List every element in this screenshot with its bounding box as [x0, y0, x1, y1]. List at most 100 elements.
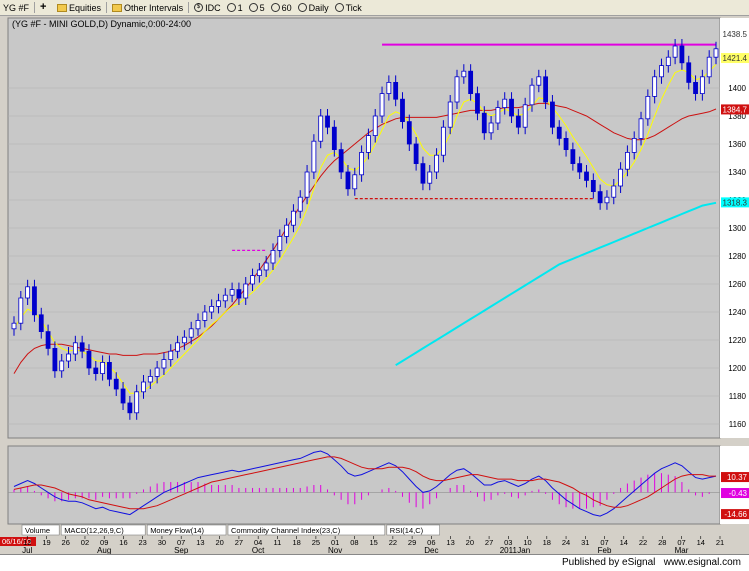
- bar-body: [93, 367, 99, 374]
- bar-body: [359, 151, 364, 176]
- interval-tick-button[interactable]: Tick: [332, 0, 365, 15]
- month-label: Nov: [328, 546, 342, 554]
- toolbar-divider: [106, 2, 108, 13]
- intervals-menu[interactable]: Other Intervals: [109, 0, 186, 15]
- price-chart[interactable]: (YG #F - MINI GOLD,D) Dynamic,0:00-24:00…: [0, 16, 749, 555]
- bar-body: [147, 375, 153, 383]
- indicator-tab-label: MACD(12,26,9,C): [64, 526, 124, 535]
- bar-body: [679, 45, 685, 64]
- month-label: Jul: [22, 546, 32, 554]
- symbol-box[interactable]: YG #F: [0, 0, 32, 15]
- source-button[interactable]: $ IDC: [191, 0, 224, 15]
- bar-body: [291, 210, 296, 226]
- bar-body: [665, 56, 671, 67]
- publisher-credit: Published by eSignal www.esignal.com: [562, 557, 741, 568]
- bar-body: [672, 45, 678, 58]
- interval-daily-button[interactable]: Daily: [295, 0, 332, 15]
- macd-axis-markers: 10.37 -0.43 -14.66: [721, 472, 749, 520]
- indicator-tab-label: Commodity Channel Index(23,C): [231, 526, 341, 535]
- chart-area[interactable]: (YG #F - MINI GOLD,D) Dynamic,0:00-24:00…: [0, 16, 749, 555]
- date-tick-label: 25: [312, 538, 320, 547]
- price-tick-label: 1200: [728, 364, 746, 373]
- toolbar-divider: [34, 2, 36, 13]
- date-tick-label: 29: [408, 538, 416, 547]
- month-label: Aug: [97, 546, 111, 554]
- bar-body: [509, 98, 514, 117]
- bar-body: [400, 98, 405, 122]
- price-tick-label: 1300: [728, 224, 746, 233]
- bar-body: [175, 342, 180, 352]
- interval-1-label: 1: [237, 2, 243, 13]
- bar-body: [699, 76, 705, 94]
- price-tick-label: 1340: [728, 168, 746, 177]
- bar-body: [638, 118, 644, 139]
- date-tick-label: 15: [369, 538, 377, 547]
- interval-60-button[interactable]: 60: [268, 0, 295, 15]
- date-tick-label: 27: [485, 538, 493, 547]
- clock-icon: [226, 3, 236, 12]
- date-tick-label: 01: [331, 538, 339, 547]
- bar-body: [563, 138, 569, 151]
- bar-body: [420, 163, 426, 184]
- bar-body: [570, 149, 576, 165]
- bar-body: [11, 322, 17, 330]
- toolbar: YG #F + Equities Other Intervals $ IDC 1…: [0, 0, 749, 16]
- bar-body: [366, 135, 371, 153]
- date-tick-label: 02: [81, 538, 89, 547]
- chart-title: (YG #F - MINI GOLD,D) Dynamic,0:00-24:00: [12, 19, 191, 29]
- bar-body: [624, 151, 630, 170]
- price-tick-label: 1220: [728, 336, 746, 345]
- macd-indicator: [8, 450, 720, 517]
- month-label: Mar: [675, 546, 689, 554]
- ma-long-path: [13, 102, 717, 374]
- price-marker-label: 1438.5: [723, 30, 748, 39]
- clock-icon: [270, 3, 280, 12]
- interval-5-button[interactable]: 5: [246, 0, 268, 15]
- bar-body: [100, 361, 106, 374]
- bar-body: [345, 171, 351, 190]
- date-tick-label: 16: [119, 538, 127, 547]
- month-label: 2011: [500, 546, 518, 554]
- price-tick-label: 1280: [728, 252, 746, 261]
- equities-menu[interactable]: Equities: [54, 0, 104, 15]
- date-tick-label: 10: [523, 538, 531, 547]
- date-tick-label: 04: [254, 538, 262, 547]
- bar-body: [38, 314, 44, 332]
- bar-body: [434, 154, 439, 173]
- date-tick-label: 18: [292, 538, 300, 547]
- bar-body: [659, 65, 664, 78]
- folder-icon: [57, 3, 68, 12]
- bar-body: [66, 353, 71, 362]
- bar-body: [113, 378, 119, 390]
- price-marker-box: [721, 104, 749, 115]
- source-label: IDC: [205, 2, 221, 13]
- bar-body: [270, 249, 276, 264]
- clock-icon: [297, 3, 307, 12]
- bar-body: [543, 76, 549, 103]
- cursor-tool-button[interactable]: +: [37, 0, 54, 15]
- ema-short-line: [13, 63, 717, 394]
- price-axis-background: [720, 18, 749, 438]
- bar-body: [618, 168, 623, 187]
- bar-body: [209, 305, 215, 313]
- symbol-text: YG #F: [3, 2, 30, 13]
- price-marker-box: [721, 29, 749, 40]
- bar-body: [693, 82, 698, 95]
- bar-body: [495, 107, 501, 124]
- bar-body: [652, 76, 658, 97]
- bar-body: [134, 391, 140, 414]
- bar-body: [386, 82, 392, 95]
- clock-icon: [334, 3, 344, 12]
- date-tick-label: 23: [139, 538, 147, 547]
- macd-plot-background: [7, 445, 721, 525]
- indicator-tab: [386, 524, 440, 536]
- date-tick-label: 09: [100, 538, 108, 547]
- bar-body: [584, 171, 589, 181]
- indicator-tab-label: Money Flow(14): [150, 526, 204, 535]
- bar-body: [338, 149, 344, 173]
- date-tick-label: 22: [639, 538, 647, 547]
- indicator-tab: [227, 524, 386, 536]
- interval-1-button[interactable]: 1: [224, 0, 246, 15]
- bar-body: [325, 115, 330, 128]
- month-label: Oct: [252, 546, 265, 554]
